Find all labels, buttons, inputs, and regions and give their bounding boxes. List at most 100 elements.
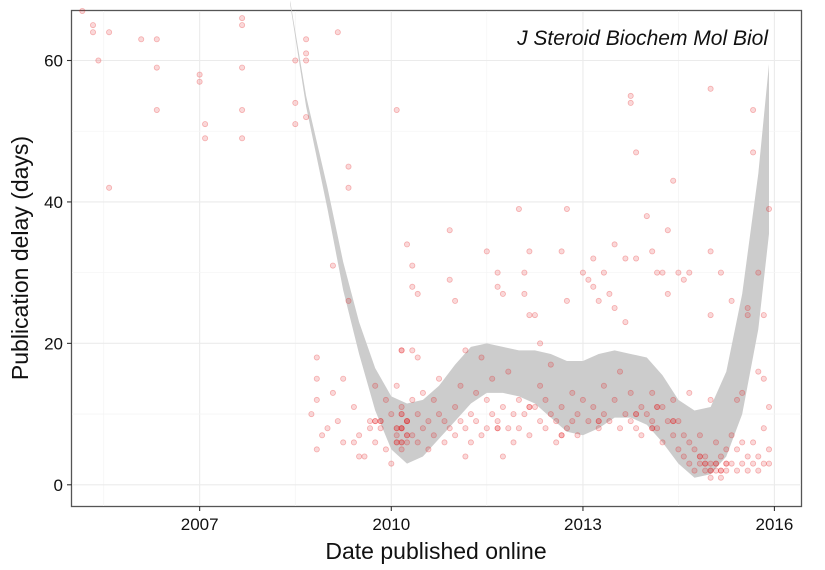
data-point [138,36,145,43]
data-point [606,290,613,297]
data-point [95,57,102,64]
data-point [691,446,698,453]
data-point [542,396,549,403]
data-point [393,107,400,114]
data-point [670,396,677,403]
data-point [393,432,400,439]
data-point [403,418,410,425]
data-point [202,135,209,142]
data-point [563,205,570,212]
data-point [303,114,310,121]
data-point [526,432,533,439]
data-point [617,368,624,375]
data-point [558,403,565,410]
data-point [313,396,320,403]
data-point [483,248,490,255]
data-point [372,439,379,446]
data-point [680,432,687,439]
data-point [430,432,437,439]
data-point [563,425,570,432]
data-point [675,446,682,453]
data-point [414,290,421,297]
data-point [702,460,709,467]
data-point [505,425,512,432]
data-point [202,121,209,128]
data-point [750,149,757,156]
data-point [531,312,538,319]
data-point [643,411,650,418]
data-point [627,92,634,99]
data-point [558,432,565,439]
data-point [574,411,581,418]
data-point [366,425,373,432]
data-point [462,347,469,354]
data-point [393,439,400,446]
data-point [398,411,405,418]
data-point [717,269,724,276]
y-tick-label: 40 [44,193,63,212]
data-point [696,460,703,467]
data-point [649,248,656,255]
data-point [239,107,246,114]
data-point [696,453,703,460]
data-point [499,290,506,297]
data-point [90,22,97,29]
data-point [755,368,762,375]
data-point [441,418,448,425]
data-point [499,453,506,460]
data-point [153,36,160,43]
data-point [675,418,682,425]
data-point [239,22,246,29]
data-point [350,403,357,410]
data-point [313,375,320,382]
data-point [334,29,341,36]
data-point [526,248,533,255]
data-point [600,269,607,276]
data-point [638,403,645,410]
data-point [627,418,634,425]
data-point [675,269,682,276]
data-point [744,312,751,319]
data-point [345,184,352,191]
data-point [707,474,714,481]
data-point [713,460,720,467]
data-point [585,276,592,283]
data-point [489,411,496,418]
data-point [521,269,528,276]
data-point [393,439,400,446]
data-point [670,418,677,425]
data-point [350,439,357,446]
data-point [537,382,544,389]
data-point [707,467,714,474]
data-point [329,262,336,269]
data-point [617,425,624,432]
data-point [686,269,693,276]
x-tick-label: 2016 [756,515,794,534]
data-point [744,453,751,460]
data-point [664,290,671,297]
x-tick-label: 2010 [372,515,410,534]
data-point [457,382,464,389]
data-point [515,425,522,432]
data-point [595,297,602,304]
data-point [398,425,405,432]
confidence-band [290,0,769,478]
data-point [686,439,693,446]
data-point [425,418,432,425]
data-point [707,248,714,255]
data-point [553,418,560,425]
points-layer [79,7,773,481]
data-point [340,375,347,382]
data-point [611,241,618,248]
data-point [537,340,544,347]
data-point [510,439,517,446]
data-point [734,467,741,474]
data-point [670,177,677,184]
data-point [654,269,661,276]
data-point [585,418,592,425]
data-point [398,403,405,410]
data-point [462,453,469,460]
data-point [707,396,714,403]
data-point [398,347,405,354]
